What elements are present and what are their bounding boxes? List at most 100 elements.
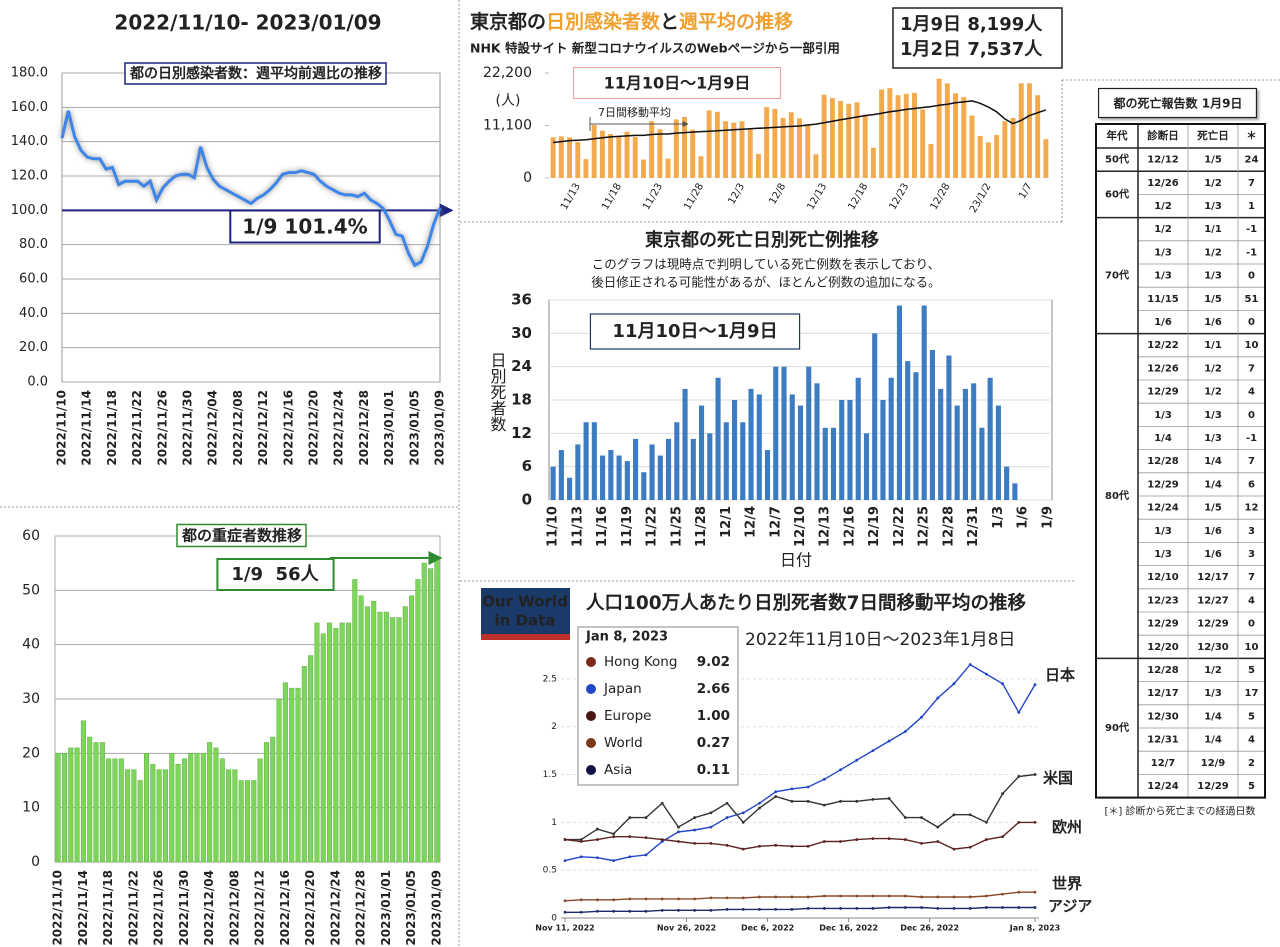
series-point bbox=[839, 840, 842, 843]
logo-bar bbox=[481, 634, 570, 640]
bar bbox=[715, 377, 721, 500]
series-point bbox=[920, 842, 923, 845]
bar bbox=[226, 769, 232, 863]
legend-entry: 1月2日 7,537人 bbox=[900, 39, 1043, 60]
table-cell: 12/29 bbox=[1197, 781, 1229, 792]
series-point bbox=[1017, 906, 1021, 909]
series-point bbox=[628, 855, 632, 859]
bar bbox=[567, 137, 572, 178]
bar bbox=[723, 121, 729, 178]
x-tick-label: 11/25 bbox=[669, 506, 684, 547]
annotation: 1/9 56人 bbox=[231, 564, 319, 585]
x-tick-label: 11/28 bbox=[694, 506, 709, 547]
bar bbox=[969, 115, 975, 178]
series-label: 7日間移動平均 bbox=[598, 105, 671, 119]
bar bbox=[929, 350, 935, 500]
table-cell: 12/24 bbox=[1147, 781, 1179, 792]
x-tick-label: 2023/01/01 bbox=[382, 390, 396, 466]
series-point bbox=[1001, 892, 1004, 896]
bar bbox=[87, 736, 93, 863]
annotation-box bbox=[216, 558, 335, 591]
x-tick-label: 12/31 bbox=[966, 506, 981, 547]
series-point bbox=[677, 908, 680, 912]
series-point bbox=[579, 910, 583, 914]
series-point bbox=[628, 816, 632, 819]
table-header: 年代 bbox=[1107, 129, 1129, 142]
y-tick-label: 20.0 bbox=[19, 340, 48, 355]
chart-title: 東京都の日別感染者数と週平均の推移 bbox=[470, 10, 793, 33]
x-tick-label: 2022/11/30 bbox=[177, 870, 191, 946]
bar bbox=[682, 116, 687, 178]
x-tick-label: Dec 16, 2022 bbox=[819, 924, 878, 933]
bar bbox=[979, 427, 985, 500]
bar bbox=[238, 780, 244, 863]
table-cell: 5 bbox=[1248, 781, 1255, 792]
table-cell: 7 bbox=[1248, 363, 1255, 374]
bar bbox=[289, 687, 295, 863]
bar bbox=[665, 158, 671, 178]
series-point bbox=[677, 830, 680, 834]
bar bbox=[872, 333, 878, 500]
table-cell: 3 bbox=[1248, 549, 1255, 560]
bar bbox=[649, 121, 655, 178]
series-point bbox=[936, 696, 940, 700]
bar bbox=[854, 102, 860, 178]
series-line bbox=[565, 906, 1035, 913]
bar bbox=[822, 427, 828, 500]
series-line bbox=[564, 891, 1035, 902]
bar bbox=[829, 98, 835, 178]
x-tick-label: 11/16 bbox=[595, 506, 610, 547]
bar bbox=[862, 114, 868, 178]
bar bbox=[428, 568, 434, 863]
table-cell: 4 bbox=[1248, 735, 1255, 746]
table-cell: 12/31 bbox=[1147, 735, 1179, 746]
y-tick-label: 60.0 bbox=[19, 272, 48, 287]
x-tick-label: 2022/12/28 bbox=[354, 870, 368, 946]
table-cell: 1/3 bbox=[1204, 433, 1222, 444]
bar bbox=[175, 763, 181, 863]
x-tick-label: 2022/12/16 bbox=[281, 390, 295, 466]
series-point bbox=[660, 897, 664, 901]
series-point bbox=[822, 840, 826, 843]
series-point bbox=[887, 739, 891, 743]
table-cell: 12/29 bbox=[1147, 387, 1179, 398]
bar bbox=[806, 366, 812, 500]
y-tick-label: 100.0 bbox=[11, 203, 48, 218]
bar bbox=[962, 388, 968, 500]
y-tick-label: 180.0 bbox=[11, 66, 48, 81]
table-cell: 12/9 bbox=[1201, 758, 1226, 769]
series-point bbox=[855, 838, 859, 841]
x-tick-label: 12/16 bbox=[842, 506, 857, 547]
table-cell: 1/3 bbox=[1154, 271, 1172, 282]
bar bbox=[608, 134, 614, 178]
x-axis-label: 日付 bbox=[780, 551, 812, 570]
x-tick-label: 2022/12/28 bbox=[357, 390, 371, 466]
y-tick-label: 0 bbox=[522, 491, 532, 509]
bar bbox=[162, 769, 168, 863]
bar bbox=[558, 136, 564, 178]
bar bbox=[415, 579, 421, 863]
bar bbox=[846, 103, 852, 178]
series-point bbox=[920, 895, 923, 899]
title-part: の推移 bbox=[736, 10, 793, 33]
x-tick-label: Dec 26, 2022 bbox=[900, 924, 959, 933]
bar bbox=[339, 622, 345, 863]
series-point bbox=[628, 909, 632, 913]
y-tick-label: 10 bbox=[22, 800, 40, 816]
series-point bbox=[774, 795, 778, 798]
series-point bbox=[693, 842, 697, 845]
y-tick-label: 1 bbox=[551, 818, 557, 828]
tooltip-value: 2.66 bbox=[697, 681, 730, 697]
series-point bbox=[920, 906, 923, 909]
table-cell: 5 bbox=[1248, 665, 1255, 676]
y-tick-label: 30 bbox=[22, 691, 40, 707]
bar bbox=[971, 383, 977, 500]
x-tick-label: 2022/12/24 bbox=[332, 390, 346, 466]
series-point bbox=[887, 837, 891, 841]
table-cell: 90代 bbox=[1105, 721, 1129, 734]
series-point bbox=[741, 847, 745, 851]
chart-subtitle: 2022年11月10日〜2023年1月8日 bbox=[745, 630, 1015, 650]
x-tick-label: 2022/12/08 bbox=[231, 390, 245, 466]
series-point bbox=[1001, 835, 1004, 839]
table-cell: 24 bbox=[1245, 155, 1259, 166]
